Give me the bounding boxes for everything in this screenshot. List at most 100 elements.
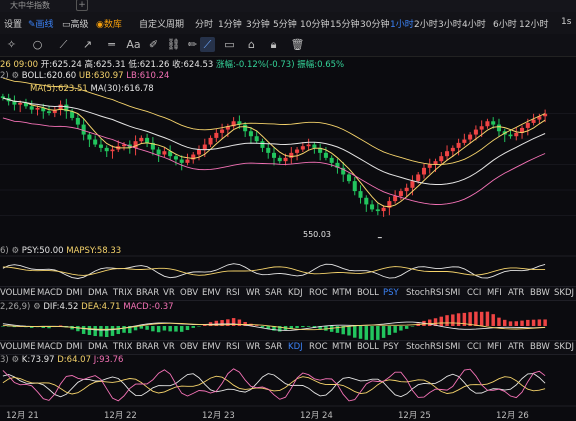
- period-custom[interactable]: 自定义周期: [139, 20, 185, 30]
- candlestick-chart[interactable]: [0, 56, 576, 421]
- tab-mtm[interactable]: MTM: [332, 288, 352, 298]
- lock-icon[interactable]: 🔒︎: [270, 38, 277, 51]
- tab-atr[interactable]: ATR: [508, 288, 525, 298]
- period-3h[interactable]: 3小时: [438, 20, 462, 30]
- candle-body: [75, 117, 80, 125]
- psy-settings-icon[interactable]: ⚙: [11, 246, 20, 256]
- tab-brar[interactable]: BRAR: [136, 288, 160, 298]
- period-10min[interactable]: 10分钟: [300, 20, 330, 30]
- period-6h[interactable]: 6小时: [493, 20, 517, 30]
- tab2-mtm[interactable]: MTM: [332, 342, 352, 352]
- tab-stochrsi[interactable]: StochRSI: [406, 288, 444, 298]
- magnet-icon[interactable]: ⌂: [248, 38, 255, 51]
- candle-body: [306, 144, 311, 147]
- period-1min[interactable]: 1分钟: [218, 20, 242, 30]
- draw-button[interactable]: ✎画线: [28, 17, 54, 30]
- font-label[interactable]: Aa: [126, 38, 141, 51]
- tab2-dma[interactable]: DMA: [88, 342, 108, 352]
- tab2-skdj[interactable]: SKDJ: [554, 342, 575, 352]
- tab2-trix[interactable]: TRIX: [113, 342, 133, 352]
- settings-icon[interactable]: ⚙: [11, 71, 20, 81]
- tab2-roc[interactable]: ROC: [309, 342, 328, 352]
- tab2-mfi[interactable]: MFI: [487, 342, 502, 352]
- tab-roc[interactable]: ROC: [309, 288, 328, 298]
- ma-info: MA(5):623.51 MA(30):616.78: [30, 84, 154, 94]
- tab-volume[interactable]: VOLUME: [0, 288, 36, 298]
- delete-icon[interactable]: 🗑︎: [290, 38, 305, 51]
- ray-icon[interactable]: ↗: [82, 38, 93, 51]
- horizontal-line-icon[interactable]: ═: [108, 38, 115, 51]
- tab-skdj[interactable]: SKDJ: [554, 288, 575, 298]
- tab-wr[interactable]: WR: [246, 288, 261, 298]
- period-2h[interactable]: 2小时: [414, 20, 438, 30]
- tab-dma[interactable]: DMA: [88, 288, 108, 298]
- tab2-macd[interactable]: MACD: [37, 342, 63, 352]
- tab-emv[interactable]: EMV: [202, 288, 221, 298]
- macd-settings-icon[interactable]: ⚙: [33, 302, 41, 312]
- d-line: [2, 375, 546, 395]
- tab2-sar[interactable]: SAR: [265, 342, 283, 352]
- tab-psy[interactable]: PSY: [383, 288, 399, 298]
- tab2-smi[interactable]: SMI: [445, 342, 461, 352]
- tab-macd[interactable]: MACD: [37, 288, 63, 298]
- advanced-button[interactable]: ▭高级: [62, 17, 89, 30]
- tab2-boll[interactable]: BOLL: [357, 342, 379, 352]
- macd-histogram-bar: [220, 320, 224, 326]
- database-button[interactable]: ◉数库: [96, 17, 122, 30]
- tab-boll[interactable]: BOLL: [357, 288, 379, 298]
- period-3min[interactable]: 3分钟: [246, 20, 270, 30]
- tab2-wr[interactable]: WR: [246, 342, 261, 352]
- tab-mfi[interactable]: MFI: [487, 288, 502, 298]
- tab2-kdj[interactable]: KDJ: [288, 342, 303, 352]
- tab2-vr[interactable]: VR: [163, 342, 175, 352]
- tab2-cci[interactable]: CCI: [467, 342, 482, 352]
- period-1s[interactable]: 1s: [561, 17, 572, 27]
- link-icon[interactable]: ⛓: [166, 38, 181, 51]
- tab2-psy[interactable]: PSY: [383, 342, 399, 352]
- tab2-stochrsi[interactable]: StochRSI: [406, 342, 444, 352]
- period-4h[interactable]: 4小时: [462, 20, 486, 30]
- tab-vr[interactable]: VR: [163, 288, 175, 298]
- boll-lb-line: [2, 117, 546, 205]
- trend-line-icon[interactable]: ⟋: [59, 38, 68, 51]
- tab2-volume[interactable]: VOLUME: [0, 342, 36, 352]
- candle-body: [496, 124, 501, 132]
- brush-icon[interactable]: ✐: [148, 38, 159, 51]
- tab-smi[interactable]: SMI: [445, 288, 461, 298]
- kdj-settings-icon[interactable]: ⚙: [11, 355, 20, 365]
- tab-dmi[interactable]: DMI: [66, 288, 83, 298]
- tab2-obv[interactable]: OBV: [180, 342, 199, 352]
- period-5min[interactable]: 5分钟: [273, 20, 297, 30]
- cursor-icon[interactable]: ✧: [6, 38, 17, 51]
- tab-trix[interactable]: TRIX: [113, 288, 133, 298]
- tab-rsi[interactable]: RSI: [226, 288, 240, 298]
- candle-body: [329, 157, 334, 163]
- tab2-rsi[interactable]: RSI: [226, 342, 240, 352]
- candle-body: [196, 149, 202, 155]
- tab2-brar[interactable]: BRAR: [136, 342, 160, 352]
- tab-cci[interactable]: CCI: [467, 288, 482, 298]
- settings-button[interactable]: 设置: [4, 20, 23, 30]
- tab2-atr[interactable]: ATR: [508, 342, 525, 352]
- period-12h[interactable]: 12小时: [519, 20, 549, 30]
- pencil-icon[interactable]: ✏: [187, 38, 198, 51]
- tab2-emv[interactable]: EMV: [202, 342, 221, 352]
- tab-kdj[interactable]: KDJ: [288, 288, 303, 298]
- period-15min[interactable]: 15分钟: [330, 20, 360, 30]
- period-1h[interactable]: 1小时: [390, 20, 414, 30]
- tab2-dmi[interactable]: DMI: [66, 342, 83, 352]
- circle-icon[interactable]: ○: [32, 38, 43, 51]
- tab2-bbw[interactable]: BBW: [530, 342, 550, 352]
- macd-histogram-bar: [254, 325, 259, 326]
- add-tab-button[interactable]: +: [76, 0, 88, 11]
- measure-icon[interactable]: ⟋: [200, 37, 215, 52]
- period-timeshare[interactable]: 分时: [195, 20, 214, 30]
- channel-icon[interactable]: ▭: [224, 38, 235, 51]
- chart-area[interactable]: 26 09:00 开:625.24 高:625.31 低:621.26 收:62…: [0, 56, 576, 421]
- tab-sar[interactable]: SAR: [265, 288, 283, 298]
- tab-bbw[interactable]: BBW: [530, 288, 550, 298]
- candle-body: [208, 137, 213, 145]
- date-label-3: 12月 23: [202, 411, 235, 421]
- period-30min[interactable]: 30分钟: [360, 20, 390, 30]
- tab-obv[interactable]: OBV: [180, 288, 199, 298]
